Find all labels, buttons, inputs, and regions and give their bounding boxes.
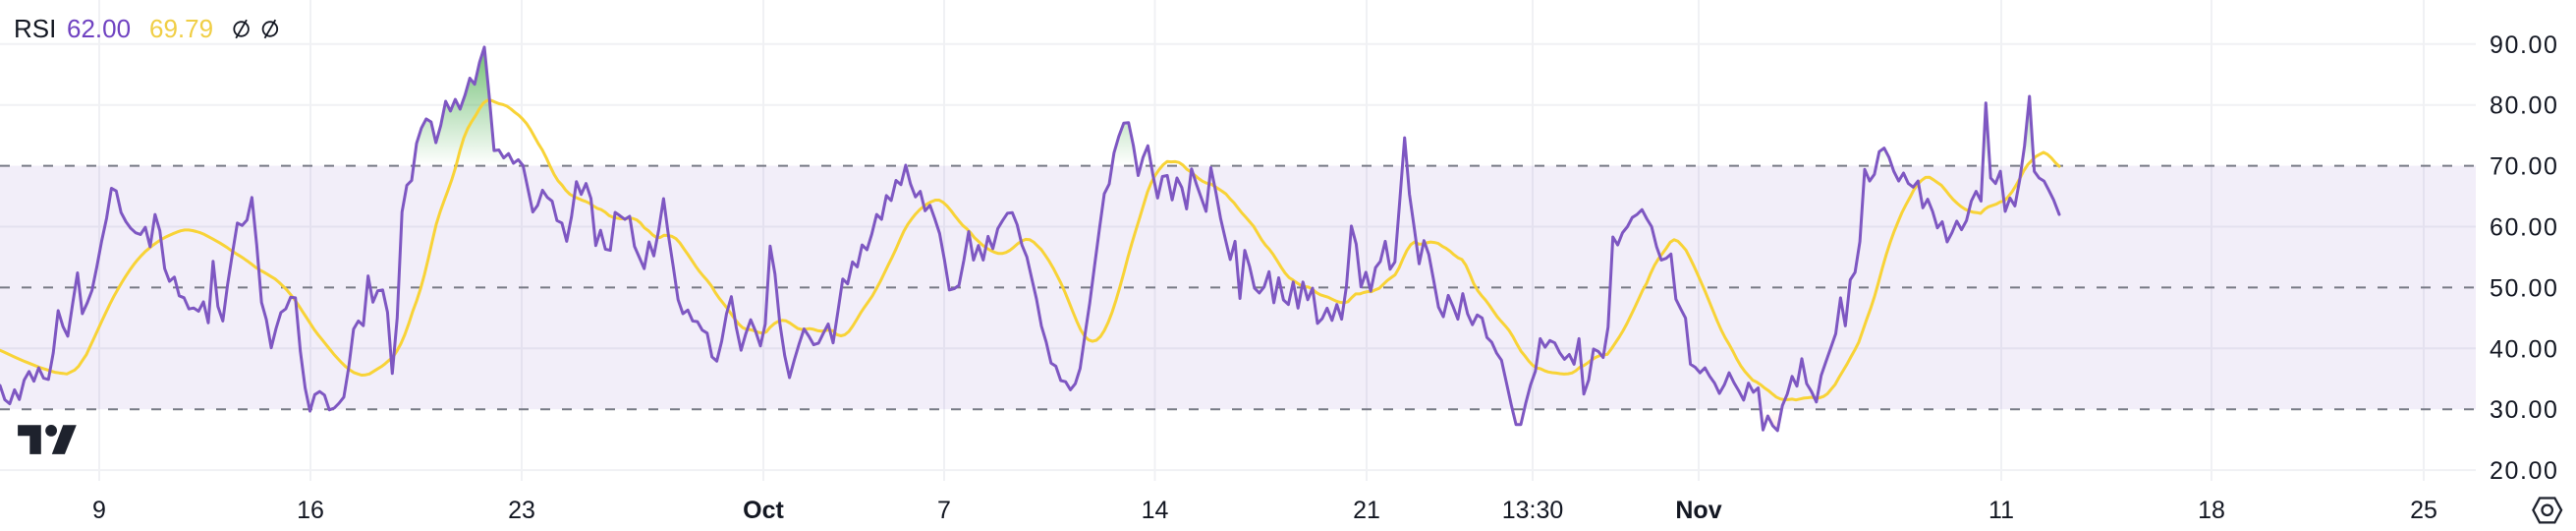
svg-text:90.00: 90.00: [2490, 31, 2559, 59]
svg-text:13:30: 13:30: [1502, 497, 1564, 524]
svg-text:9: 9: [92, 497, 106, 524]
svg-text:16: 16: [297, 497, 324, 524]
svg-text:40.00: 40.00: [2490, 335, 2559, 363]
svg-text:RSI: RSI: [14, 14, 56, 43]
svg-text:80.00: 80.00: [2490, 92, 2559, 120]
svg-text:50.00: 50.00: [2490, 274, 2559, 302]
svg-text:21: 21: [1353, 497, 1380, 524]
svg-text:Oct: Oct: [743, 497, 784, 524]
svg-text:70.00: 70.00: [2490, 153, 2559, 181]
svg-text:69.79: 69.79: [149, 14, 213, 43]
svg-text:62.00: 62.00: [67, 14, 131, 43]
svg-text:20.00: 20.00: [2490, 457, 2559, 485]
svg-text:60.00: 60.00: [2490, 214, 2559, 242]
svg-text:11: 11: [1988, 497, 2014, 524]
svg-text:18: 18: [2198, 497, 2225, 524]
svg-text:14: 14: [1142, 497, 1169, 524]
svg-text:30.00: 30.00: [2490, 396, 2559, 424]
svg-text:7: 7: [937, 497, 951, 524]
svg-text:23: 23: [508, 497, 535, 524]
svg-text:25: 25: [2410, 497, 2437, 524]
svg-text:Nov: Nov: [1675, 497, 1721, 524]
